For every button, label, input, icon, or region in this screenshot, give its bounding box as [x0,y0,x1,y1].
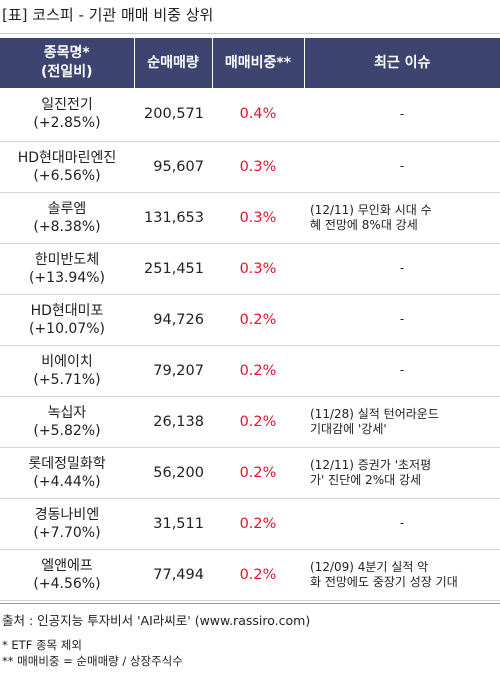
stock-name: HD현대마린엔진 [17,149,117,166]
stock-name: HD현대미포 [30,302,104,319]
stock-name-cell: 한미반도체 (+13.94%) [0,243,134,295]
stock-name-cell: 엘앤에프 (+4.56%) [0,549,134,601]
table-row: HD현대마린엔진 (+6.56%) 95,607 0.3% - [0,141,500,193]
footer-divider [0,603,500,604]
footnote-etf: * ETF 종목 제외 [2,638,82,652]
stock-name: 엘앤에프 [41,557,93,574]
stock-name-cell: 롯데정밀화학 (+4.44%) [0,447,134,499]
stock-name: 한미반도체 [34,251,100,268]
trade-ratio: 0.2% [212,396,304,448]
net-volume: 56,200 [134,447,212,499]
trade-ratio: 0.2% [212,549,304,601]
net-volume: 95,607 [134,141,212,193]
header-recent-issue: 최근 이슈 [304,38,500,88]
table-row: 솔루엠 (+8.38%) 131,653 0.3% (12/11) 무인화 시대 수 혜… [0,192,500,244]
table-row: 녹십자 (+5.82%) 26,138 0.2% (11/28) 실적 턴어라운드 기대… [0,396,500,448]
header-stock-name: 종목명* (전일비) [0,38,135,88]
recent-issue: (11/28) 실적 턴어라운드 기대감에 '강세' [304,396,500,448]
stock-name: 롯데정밀화학 [28,455,106,472]
recent-issue: - [304,345,500,397]
stock-name-cell: 비에이치 (+5.71%) [0,345,134,397]
stock-name-cell: HD현대마린엔진 (+6.56%) [0,141,134,193]
trade-ratio: 0.2% [212,447,304,499]
header-net-volume: 순매매량 [134,38,213,88]
net-volume: 251,451 [134,243,212,295]
table-row: HD현대미포 (+10.07%) 94,726 0.2% - [0,294,500,346]
recent-issue: - [304,243,500,295]
table-row: 한미반도체 (+13.94%) 251,451 0.3% - [0,243,500,295]
stock-change: (+6.56%) [33,167,101,184]
stock-name-cell: HD현대미포 (+10.07%) [0,294,134,346]
net-volume: 94,726 [134,294,212,346]
net-volume: 31,511 [134,498,212,550]
stock-change: (+7.70%) [33,524,101,541]
stock-change: (+5.82%) [33,422,101,439]
table-row: 경동나비엔 (+7.70%) 31,511 0.2% - [0,498,500,550]
footnote-ratio: ** 매매비중 = 순매매량 / 상장주식수 [2,654,183,668]
stock-name: 경동나비엔 [34,506,100,523]
trade-ratio: 0.2% [212,345,304,397]
net-volume: 26,138 [134,396,212,448]
stock-change: (+8.38%) [33,218,101,235]
trading-table: 종목명* (전일비) 순매매량 매매비중** 최근 이슈 일진전기 (+2.85%… [0,38,500,601]
stock-change: (+4.44%) [33,473,101,490]
page-title: [표] 코스피 - 기관 매매 비중 상위 [2,6,214,24]
stock-name: 녹십자 [47,404,87,421]
stock-change: (+10.07%) [28,320,106,337]
recent-issue: - [304,294,500,346]
trade-ratio: 0.2% [212,294,304,346]
net-volume: 200,571 [134,88,212,142]
recent-issue: - [304,88,500,142]
recent-issue: - [304,498,500,550]
trade-ratio: 0.3% [212,243,304,295]
table-row: 일진전기 (+2.85%) 200,571 0.4% - [0,88,500,142]
stock-name-cell: 경동나비엔 (+7.70%) [0,498,134,550]
recent-issue: (12/11) 무인화 시대 수 혜 전망에 8%대 강세 [304,192,500,244]
net-volume: 77,494 [134,549,212,601]
stock-name: 솔루엠 [47,200,87,217]
net-volume: 79,207 [134,345,212,397]
net-volume: 131,653 [134,192,212,244]
stock-change: (+13.94%) [28,269,106,286]
stock-change: (+4.56%) [33,575,101,592]
table-row: 비에이치 (+5.71%) 79,207 0.2% - [0,345,500,397]
trade-ratio: 0.4% [212,88,304,142]
recent-issue: (12/09) 4분기 실적 악 화 전망에도 중장기 성장 기대 [304,549,500,601]
stock-change: (+5.71%) [33,371,101,388]
table-row: 엘앤에프 (+4.56%) 77,494 0.2% (12/09) 4분기 실적 악 화… [0,549,500,601]
title-divider [0,33,500,34]
trade-ratio: 0.3% [212,141,304,193]
table-row: 롯데정밀화학 (+4.44%) 56,200 0.2% (12/11) 증권가 '초저평… [0,447,500,499]
recent-issue: (12/11) 증권가 '초저평 가' 진단에 2%대 강세 [304,447,500,499]
stock-name-cell: 솔루엠 (+8.38%) [0,192,134,244]
header-trade-ratio: 매매비중** [212,38,305,88]
table-header-row: 종목명* (전일비) 순매매량 매매비중** 최근 이슈 [0,38,500,88]
stock-change: (+2.85%) [33,115,101,132]
stock-name: 비에이치 [41,353,93,370]
trade-ratio: 0.2% [212,498,304,550]
stock-name-cell: 일진전기 (+2.85%) [0,88,134,142]
stock-name: 일진전기 [41,97,93,114]
header-stock-name-label: 종목명* (전일비) [41,45,93,80]
trade-ratio: 0.3% [212,192,304,244]
source-note: 출처 : 인공지능 투자비서 'AI라씨로' (www.rassiro.com) [2,613,311,628]
stock-name-cell: 녹십자 (+5.82%) [0,396,134,448]
recent-issue: - [304,141,500,193]
